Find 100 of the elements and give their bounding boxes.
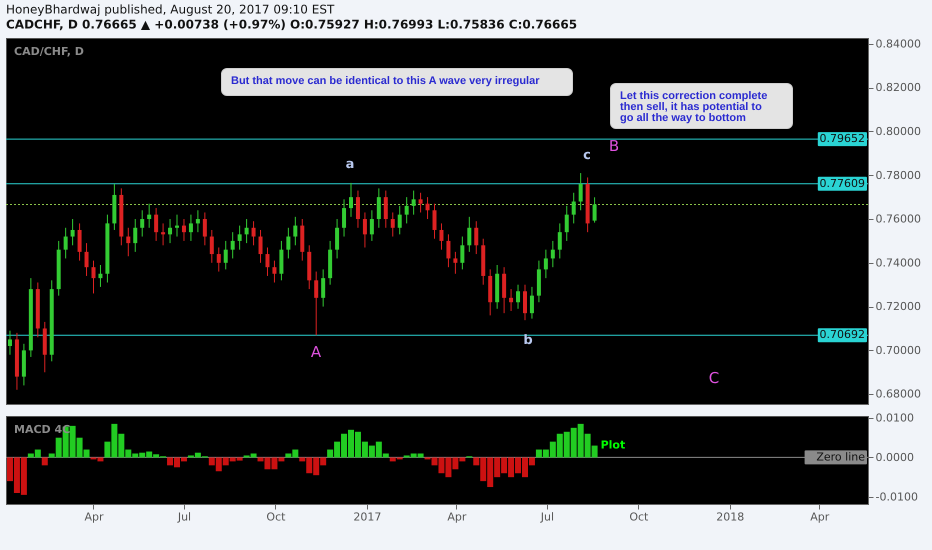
x-tick-label: Jul (176, 510, 192, 524)
x-tick-label: Jul (540, 510, 554, 524)
x-tick-label: Oct (266, 510, 286, 524)
candlestick (182, 218, 186, 242)
candlestick (244, 218, 249, 244)
candlestick (133, 218, 138, 252)
candlestick (578, 172, 583, 211)
candlestick (446, 234, 450, 268)
candlestick (384, 190, 388, 228)
candlestick (412, 190, 416, 216)
x-tick-label: 2017 (353, 510, 382, 524)
x-tick-label: Oct (629, 510, 650, 524)
candlestick (356, 190, 360, 228)
series-label: Plot (600, 438, 626, 452)
speech-bubble: Let this correction complete then sell, it has potential to go all the way to bottom (610, 83, 793, 129)
y-tick-label: -0.0100 (876, 490, 918, 504)
candlestick (70, 218, 75, 246)
candlestick (509, 288, 514, 312)
candlestick (418, 192, 423, 213)
candlestick (558, 222, 562, 259)
annotation: CAD/CHF, D (14, 45, 84, 58)
candlestick (210, 229, 214, 264)
candlestick (188, 214, 193, 242)
candlestick (98, 264, 102, 288)
y-tick-label: 0.80000 (876, 124, 921, 138)
y-tick-label: 0.72000 (876, 300, 921, 314)
candlestick (522, 284, 527, 321)
candlestick (196, 210, 200, 233)
y-tick-label: 0.84000 (876, 37, 921, 50)
candlestick (293, 216, 298, 246)
candlestick (544, 249, 548, 279)
chart-title: HoneyBhardwaj published, August 20, 2017 09:10 EST (6, 2, 335, 16)
annotation: A (310, 343, 322, 361)
y-tick-label: 0.0000 (876, 450, 914, 464)
candlestick (592, 196, 597, 224)
ref-line-label: Zero line (816, 450, 866, 464)
candlestick (84, 242, 89, 276)
candlestick (474, 220, 478, 255)
candlestick (265, 246, 270, 276)
y-tick-label: 0.74000 (876, 256, 921, 270)
candlestick (404, 196, 409, 224)
candlestick (572, 192, 576, 224)
annotation: B (608, 137, 620, 155)
annotation: b (523, 333, 533, 348)
candlestick (370, 210, 374, 242)
annotation: a (346, 157, 354, 172)
candlestick (140, 210, 144, 238)
candlestick (252, 220, 256, 246)
candlestick (230, 232, 235, 259)
candlestick (335, 218, 340, 259)
candlestick (550, 240, 555, 268)
candlestick (238, 225, 242, 250)
ref-line-label: 0.79652 (820, 132, 865, 146)
y-tick-label: 0.68000 (876, 388, 921, 401)
candlestick (258, 229, 263, 264)
candlestick (342, 198, 346, 238)
bar (42, 457, 48, 466)
candlestick (564, 205, 569, 242)
candlestick (161, 222, 166, 246)
candlestick (349, 182, 353, 218)
candlestick (78, 222, 82, 262)
candlestick (314, 271, 318, 336)
y-tick-label: 0.78000 (876, 168, 921, 182)
annotation: C (708, 369, 720, 387)
candlestick (147, 203, 152, 228)
candlestick (224, 240, 228, 270)
candlestick (432, 203, 437, 240)
y-tick-label: 0.70000 (876, 344, 921, 357)
candlestick (216, 246, 221, 272)
candlestick (467, 216, 472, 252)
x-tick-label: Apr (84, 510, 104, 524)
candlestick (398, 205, 402, 235)
candlestick (460, 236, 464, 270)
candlestick (202, 212, 207, 246)
candlestick (286, 227, 290, 259)
candlestick (126, 227, 130, 257)
y-tick-label: 0.0100 (876, 411, 914, 424)
x-tick-label: Apr (447, 510, 467, 524)
chart-subtitle: CADCHF, D 0.76665 ▲ +0.00738 (+0.97%) O:0.75927 H:0.76993 L:0.75836 C:0.76665 (6, 17, 578, 32)
candlestick (168, 218, 172, 244)
speech-bubble: But that move can be identical to this A wave very irregular (221, 68, 573, 96)
candlestick (272, 260, 276, 284)
ref-line-label: 0.77609 (820, 176, 865, 190)
ref-line-label: 0.70692 (820, 328, 865, 342)
candlestick (91, 260, 96, 294)
candlestick (64, 227, 68, 259)
y-tick-label: 0.76000 (876, 212, 921, 226)
annotation: c (583, 148, 591, 163)
candlestick (376, 188, 381, 228)
candlestick (426, 196, 430, 220)
candlestick (530, 286, 534, 320)
candlestick (439, 222, 444, 250)
candlestick (154, 208, 158, 242)
x-tick-label: Apr (810, 510, 830, 524)
candlestick (8, 330, 12, 356)
candlestick (362, 212, 367, 248)
y-tick-label: 0.82000 (876, 81, 921, 94)
candlestick (516, 284, 520, 310)
x-tick-label: 2018 (716, 510, 744, 524)
candlestick (175, 214, 180, 238)
